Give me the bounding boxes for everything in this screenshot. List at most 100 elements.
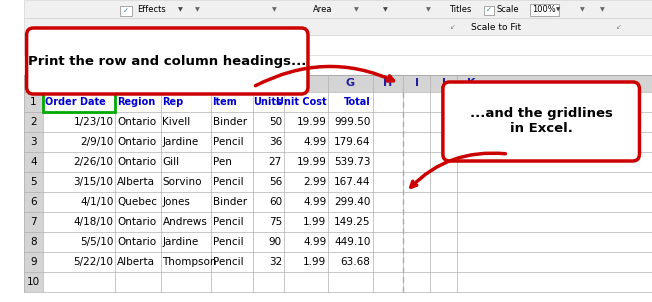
Text: Total: Total bbox=[344, 97, 370, 107]
Text: ▼: ▼ bbox=[556, 8, 561, 12]
Text: 27: 27 bbox=[269, 157, 282, 167]
Bar bbox=[23, 0, 652, 18]
Text: ↙: ↙ bbox=[616, 24, 622, 30]
Text: 75: 75 bbox=[269, 217, 282, 227]
Text: Rep: Rep bbox=[162, 97, 184, 107]
Text: ▼: ▼ bbox=[383, 8, 387, 12]
Text: K: K bbox=[467, 79, 475, 88]
Text: Sorvino: Sorvino bbox=[162, 177, 202, 187]
Text: 9: 9 bbox=[30, 257, 37, 267]
Text: F: F bbox=[303, 79, 310, 88]
Text: 50: 50 bbox=[269, 117, 282, 127]
Bar bbox=[23, 75, 652, 92]
Text: Pencil: Pencil bbox=[213, 257, 243, 267]
Text: 1.99: 1.99 bbox=[303, 257, 326, 267]
Text: C: C bbox=[181, 79, 190, 88]
Text: 999.50: 999.50 bbox=[334, 117, 370, 127]
Text: ✓: ✓ bbox=[486, 7, 492, 13]
FancyBboxPatch shape bbox=[27, 28, 308, 94]
Text: Unit Cost: Unit Cost bbox=[276, 97, 326, 107]
Text: J: J bbox=[442, 79, 446, 88]
Text: 4/1/10: 4/1/10 bbox=[80, 197, 113, 207]
Text: Andrews: Andrews bbox=[162, 217, 207, 227]
Text: 1.99: 1.99 bbox=[303, 217, 326, 227]
FancyBboxPatch shape bbox=[443, 82, 640, 161]
Text: Area: Area bbox=[313, 5, 332, 14]
Text: 539.73: 539.73 bbox=[334, 157, 370, 167]
Bar bbox=[23, 92, 43, 292]
Bar bbox=[529, 4, 559, 16]
Text: 90: 90 bbox=[269, 237, 282, 247]
Text: ▼: ▼ bbox=[426, 8, 431, 12]
Text: ✓: ✓ bbox=[123, 8, 129, 14]
Text: 8: 8 bbox=[30, 237, 37, 247]
Text: Pencil: Pencil bbox=[213, 217, 243, 227]
Text: ▼: ▼ bbox=[354, 8, 359, 12]
Text: Ontario: Ontario bbox=[117, 157, 156, 167]
Text: Ontario: Ontario bbox=[117, 237, 156, 247]
Text: Quebec: Quebec bbox=[117, 197, 157, 207]
Text: 4.99: 4.99 bbox=[303, 237, 326, 247]
Text: Print the row and column headings...: Print the row and column headings... bbox=[28, 54, 306, 68]
Text: I: I bbox=[415, 79, 419, 88]
Bar bbox=[43, 75, 115, 92]
Text: 100%: 100% bbox=[532, 5, 556, 14]
Text: ▼: ▼ bbox=[272, 8, 276, 12]
Text: Ontario: Ontario bbox=[117, 117, 156, 127]
Text: Units: Units bbox=[253, 97, 282, 107]
Text: 4.99: 4.99 bbox=[303, 137, 326, 147]
Text: ▼: ▼ bbox=[179, 8, 183, 12]
Text: 4: 4 bbox=[30, 157, 37, 167]
Text: Ontario: Ontario bbox=[117, 137, 156, 147]
Text: Binder: Binder bbox=[213, 117, 246, 127]
Text: Pencil: Pencil bbox=[213, 237, 243, 247]
Text: Scale: Scale bbox=[497, 5, 520, 14]
Text: Order Date: Order Date bbox=[45, 97, 106, 107]
Text: 1/23/10: 1/23/10 bbox=[73, 117, 113, 127]
Text: Scale to Fit: Scale to Fit bbox=[471, 23, 521, 31]
Text: Pencil: Pencil bbox=[213, 177, 243, 187]
Text: Jardine: Jardine bbox=[162, 237, 199, 247]
Text: 4/18/10: 4/18/10 bbox=[73, 217, 113, 227]
Text: 32: 32 bbox=[269, 257, 282, 267]
Text: Region: Region bbox=[117, 97, 155, 107]
Text: Titles: Titles bbox=[449, 5, 471, 14]
Text: 7: 7 bbox=[30, 217, 37, 227]
Text: D: D bbox=[228, 79, 237, 88]
Text: B: B bbox=[134, 79, 142, 88]
Text: Pen: Pen bbox=[213, 157, 231, 167]
Text: Effects: Effects bbox=[138, 5, 166, 14]
Text: 36: 36 bbox=[269, 137, 282, 147]
Text: Gill: Gill bbox=[162, 157, 179, 167]
Bar bbox=[25, 39, 57, 52]
Text: 449.10: 449.10 bbox=[334, 237, 370, 247]
Text: ▼: ▼ bbox=[195, 8, 200, 12]
Text: 167.44: 167.44 bbox=[334, 177, 370, 187]
Text: Kivell: Kivell bbox=[162, 117, 191, 127]
Text: G: G bbox=[346, 79, 355, 88]
Text: 299.40: 299.40 bbox=[334, 197, 370, 207]
Text: H: H bbox=[383, 79, 393, 88]
Text: E: E bbox=[265, 79, 273, 88]
Text: Thompson: Thompson bbox=[162, 257, 217, 267]
Text: 2.99: 2.99 bbox=[303, 177, 326, 187]
Text: 2/9/10: 2/9/10 bbox=[80, 137, 113, 147]
Bar bbox=[43, 92, 115, 112]
Text: 4.99: 4.99 bbox=[303, 197, 326, 207]
Text: 19.99: 19.99 bbox=[297, 157, 326, 167]
Text: Item: Item bbox=[213, 97, 237, 107]
Text: 5/5/10: 5/5/10 bbox=[80, 237, 113, 247]
Text: 10: 10 bbox=[27, 277, 40, 287]
Text: ↙: ↙ bbox=[450, 24, 456, 30]
Text: 63.68: 63.68 bbox=[341, 257, 370, 267]
Text: Jardine: Jardine bbox=[162, 137, 199, 147]
Text: 3/15/10: 3/15/10 bbox=[73, 177, 113, 187]
Text: ▼: ▼ bbox=[580, 8, 585, 12]
Text: 19.99: 19.99 bbox=[297, 117, 326, 127]
Text: 5: 5 bbox=[30, 177, 37, 187]
Text: Alberta: Alberta bbox=[117, 177, 155, 187]
Text: Pencil: Pencil bbox=[213, 137, 243, 147]
Text: 2: 2 bbox=[30, 117, 37, 127]
Bar bbox=[23, 35, 652, 55]
Text: Jones: Jones bbox=[162, 197, 190, 207]
